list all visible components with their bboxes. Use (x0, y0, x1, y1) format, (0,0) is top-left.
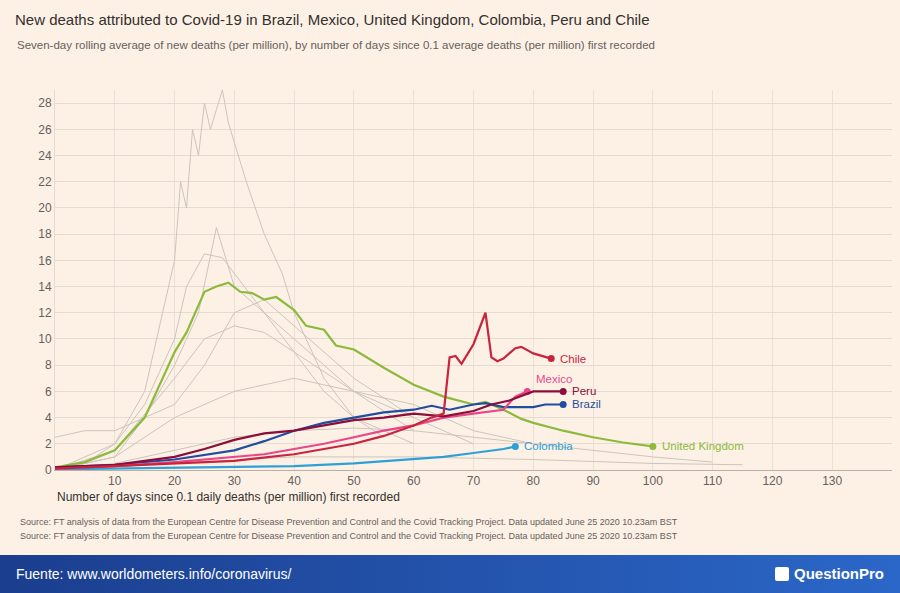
svg-text:Chile: Chile (560, 353, 586, 365)
svg-text:14: 14 (38, 280, 52, 294)
svg-text:22: 22 (38, 175, 52, 189)
svg-text:4: 4 (45, 411, 52, 425)
svg-text:10: 10 (108, 474, 122, 488)
svg-text:120: 120 (762, 474, 782, 488)
svg-text:New deaths attributed to Covid: New deaths attributed to Covid-19 in Bra… (15, 11, 649, 28)
svg-text:Brazil: Brazil (572, 398, 601, 410)
svg-text:10: 10 (38, 332, 52, 346)
svg-text:90: 90 (586, 474, 600, 488)
svg-text:70: 70 (467, 474, 481, 488)
svg-text:26: 26 (38, 123, 52, 137)
svg-text:Number of days since 0.1 daily: Number of days since 0.1 daily deaths (p… (57, 490, 400, 504)
svg-text:6: 6 (45, 385, 52, 399)
svg-text:Source: FT analysis of data fr: Source: FT analysis of data from the Eur… (20, 531, 678, 541)
svg-text:50: 50 (347, 474, 361, 488)
svg-text:Seven-day rolling average of n: Seven-day rolling average of new deaths … (17, 39, 655, 51)
svg-text:24: 24 (38, 149, 52, 163)
svg-text:United Kingdom: United Kingdom (662, 440, 744, 452)
svg-text:30: 30 (228, 474, 242, 488)
svg-text:28: 28 (38, 96, 52, 110)
svg-text:Peru: Peru (572, 385, 596, 397)
svg-text:20: 20 (38, 201, 52, 215)
svg-text:12: 12 (38, 306, 52, 320)
svg-text:60: 60 (407, 474, 421, 488)
svg-text:80: 80 (527, 474, 541, 488)
svg-text:Mexico: Mexico (536, 373, 572, 385)
svg-text:Source: FT analysis of data fr: Source: FT analysis of data from the Eur… (20, 517, 678, 527)
svg-text:8: 8 (45, 358, 52, 372)
svg-text:2: 2 (45, 437, 52, 451)
svg-text:110: 110 (703, 474, 722, 488)
html-text:Fuente: www.worldometers.info/: Fuente: www.worldometers.info/coronaviru… (16, 566, 292, 582)
html-text:QuestionPro: QuestionPro (794, 565, 884, 582)
svg-text:18: 18 (38, 227, 52, 241)
svg-text:20: 20 (168, 474, 182, 488)
svg-text:40: 40 (287, 474, 301, 488)
svg-text:0: 0 (45, 463, 52, 477)
svg-text:100: 100 (643, 474, 663, 488)
svg-text:16: 16 (38, 254, 52, 268)
svg-text:130: 130 (822, 474, 842, 488)
svg-text:Colombia: Colombia (524, 440, 573, 452)
